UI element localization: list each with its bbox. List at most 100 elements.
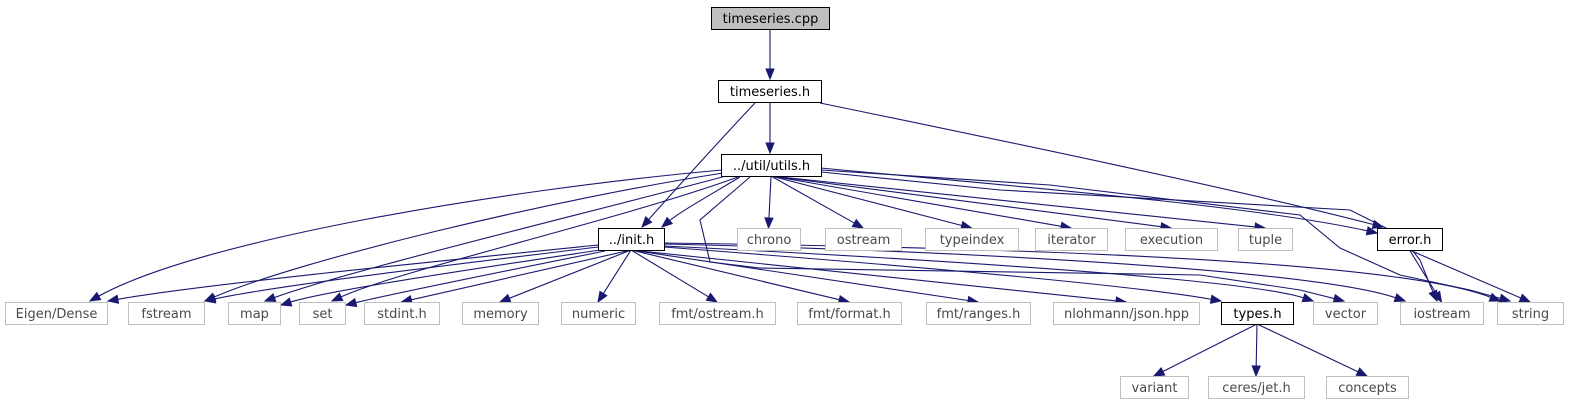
arrowhead [88,291,102,302]
edge-line [770,175,1256,228]
edge-types-h-to-ceres-jet-h [1251,323,1261,378]
arrowhead [498,293,512,303]
node-fstream: fstream [128,302,205,325]
edge-timeseries-h-to-init-h [641,102,756,229]
node-label: fmt/format.h [808,307,890,322]
arrowhead [1498,293,1512,303]
node-eigen-dense: Eigen/Dense [5,302,108,325]
node-memory: memory [462,302,539,325]
node-label: stdint.h [377,307,426,322]
edge-line [648,102,756,220]
node-box [1053,302,1200,325]
edge-utils-h-to-vector [699,176,1346,304]
edge-init-h-to-map [279,249,601,307]
node-label: tuple [1249,233,1282,248]
node-typeindex: typeindex [925,228,1019,251]
node-execution: execution [1125,228,1218,251]
edge-line [214,246,599,300]
arrowhead [106,294,120,304]
node-label: error.h [1389,233,1432,248]
node-label: ../init.h [609,233,655,248]
edge-line [290,249,601,303]
node-fmt-ranges-h: fmt/ranges.h [926,302,1031,325]
edge-init-h-to-types-h [663,246,1223,304]
edge-line [663,242,1491,298]
node-init-h[interactable]: ../init.h [598,228,665,251]
edge-line [355,250,606,304]
node-box [1497,302,1564,325]
edge-utils-h-to-init-h [660,176,741,228]
node-box [228,302,281,325]
edge-init-h-to-eigen-dense [106,244,599,304]
edge-types-h-to-variant [1152,323,1258,377]
node-ostream: ostream [825,228,902,251]
node-chrono: chrono [737,228,801,251]
edge-error-h-to-iostream [1409,249,1443,304]
edge-types-h-to-concepts [1256,323,1369,377]
node-utils-h[interactable]: ../util/utils.h [721,154,822,177]
node-box [5,302,108,325]
node-box [299,302,346,325]
edge-line [98,169,723,297]
edge-line [819,102,1374,226]
node-box [1377,228,1443,251]
node-label: memory [473,307,528,322]
node-box [1125,228,1218,251]
node-timeseries-h[interactable]: timeseries.h [718,80,822,103]
edge-utils-h-to-tuple [770,175,1267,232]
node-label: Eigen/Dense [16,307,98,322]
arrowhead [660,216,674,228]
edge-utils-h-to-string [820,169,1512,303]
edge-line [820,169,1501,299]
node-label: chrono [747,233,792,248]
arrowhead [1355,367,1369,377]
node-vector: vector [1313,302,1378,325]
edge-error-h-to-string [1409,249,1532,303]
edge-utils-h-to-ostream [770,175,865,229]
node-timeseries-cpp[interactable]: timeseries.cpp [711,7,830,30]
edge-line [411,249,632,301]
node-label: string [1512,307,1549,322]
arrowhead [851,218,865,229]
node-concepts: concepts [1326,376,1409,399]
node-label: iostream [1413,307,1470,322]
node-box [711,7,830,30]
node-label: variant [1132,381,1178,396]
edge-line [630,249,1117,302]
edge-init-h-to-memory [498,249,632,303]
node-map: map [228,302,281,325]
edge-init-h-to-vector [663,245,1315,303]
node-types-h[interactable]: types.h [1221,302,1294,325]
node-box [1035,228,1108,251]
node-box [1400,302,1484,325]
edge-timeseries-cpp-to-timeseries-h [765,30,775,81]
node-label: ostream [837,233,891,248]
nodes: timeseries.cpp timeseries.h ../util/utils.… [5,7,1564,399]
node-box [1221,302,1294,325]
node-box [128,302,205,325]
node-tuple: tuple [1238,228,1293,251]
edge-timeseries-h-to-utils-h [765,103,775,155]
arrowhead [765,68,775,81]
node-label: typeindex [940,233,1005,248]
edge-utils-h-to-map [263,175,727,302]
edge-init-h-to-iostream [663,243,1407,303]
arrowhead [279,297,293,307]
edge-line [1255,323,1258,367]
edge-line [770,175,962,227]
edge-line [630,249,969,302]
node-iterator: iterator [1035,228,1108,251]
edge-line [1409,249,1437,294]
edge-utils-h-to-execution [770,175,1173,232]
edge-line [770,175,1062,227]
edge-line [663,243,1396,299]
node-box [718,80,822,103]
node-error-h[interactable]: error.h [1377,228,1443,251]
arrowhead [1209,294,1223,304]
node-label: timeseries.cpp [723,12,819,27]
edge-line [1256,323,1359,373]
node-label: fmt/ostream.h [671,307,764,322]
edge-line [770,175,855,224]
node-fmt-format-h: fmt/format.h [797,302,902,325]
node-box [721,154,822,177]
